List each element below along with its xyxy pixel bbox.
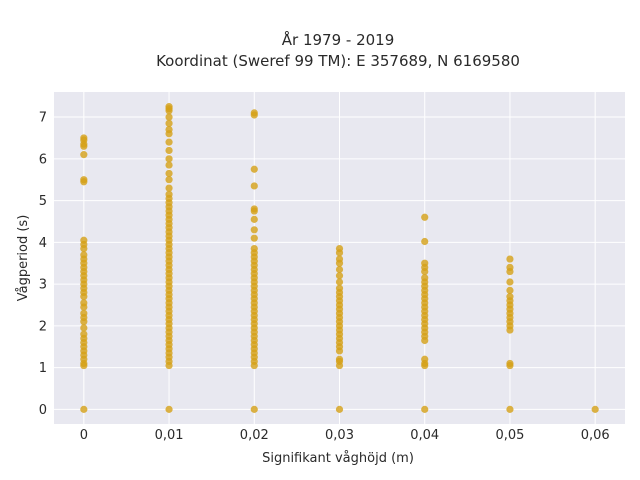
- data-point: [421, 274, 429, 282]
- x-tick-label: 0,01: [155, 428, 184, 443]
- data-point: [80, 309, 88, 317]
- data-point: [250, 405, 258, 413]
- y-tick-label: 4: [39, 236, 47, 251]
- x-tick-label: 0,04: [410, 428, 439, 443]
- data-point: [165, 113, 173, 121]
- data-point: [80, 151, 88, 159]
- data-point: [80, 176, 88, 184]
- data-point: [165, 405, 173, 413]
- data-point: [335, 278, 344, 286]
- data-point: [335, 284, 344, 292]
- x-tick-label: 0,05: [495, 428, 524, 443]
- y-tick-label: 5: [39, 194, 47, 209]
- data-point: [80, 324, 88, 332]
- data-point: [250, 205, 258, 213]
- x-tick-label: 0,06: [581, 428, 610, 443]
- data-point: [250, 234, 258, 242]
- x-tick-label: 0,03: [325, 428, 354, 443]
- data-point: [250, 226, 258, 234]
- y-tick-label: 0: [39, 403, 47, 418]
- data-point: [335, 255, 344, 263]
- y-tick-label: 3: [39, 278, 47, 293]
- data-point: [165, 155, 173, 163]
- data-point: [250, 245, 258, 253]
- x-axis-ticks: 0 0,01 0,02 0,03 0,04 0,05 0,06: [80, 428, 610, 443]
- data-point: [506, 293, 514, 301]
- data-point: [335, 245, 344, 253]
- data-point: [335, 355, 344, 363]
- data-point: [335, 272, 344, 280]
- data-point: [165, 119, 173, 127]
- y-axis-ticks: 0 1 2 3 4 5 6 7: [39, 111, 47, 418]
- chart-title: År 1979 - 2019: [282, 30, 395, 49]
- chart-subtitle: Koordinat (Sweref 99 TM): E 357689, N 61…: [156, 52, 520, 70]
- data-point: [506, 359, 514, 368]
- x-tick-label: 0,02: [240, 428, 269, 443]
- data-point: [165, 146, 173, 155]
- data-point: [421, 355, 429, 363]
- data-point: [80, 299, 88, 307]
- data-point: [250, 109, 258, 117]
- data-point: [80, 330, 88, 338]
- data-point: [165, 176, 173, 184]
- data-point: [80, 251, 88, 259]
- data-point: [165, 125, 173, 134]
- data-point: [335, 265, 344, 274]
- data-point: [421, 405, 429, 413]
- data-point: [506, 286, 514, 294]
- data-point: [506, 255, 514, 263]
- y-tick-label: 1: [39, 361, 47, 376]
- data-point: [506, 405, 514, 413]
- y-tick-label: 7: [39, 111, 47, 126]
- data-point: [80, 236, 88, 244]
- data-points: [80, 103, 599, 413]
- data-point: [250, 215, 258, 223]
- x-axis-title: Signifikant våghöjd (m): [262, 451, 414, 466]
- data-point: [250, 165, 258, 173]
- y-axis-title: Vågperiod (s): [16, 215, 31, 302]
- data-point: [165, 169, 173, 178]
- data-point: [506, 263, 514, 271]
- data-point: [335, 405, 344, 413]
- data-point: [80, 134, 88, 142]
- data-point: [165, 184, 173, 192]
- data-point: [591, 405, 599, 413]
- y-tick-label: 2: [39, 319, 47, 334]
- data-point: [80, 405, 88, 413]
- data-point: [506, 278, 514, 286]
- data-point: [421, 237, 429, 246]
- data-point: [421, 213, 429, 221]
- data-point: [250, 182, 258, 190]
- data-point: [421, 259, 429, 267]
- data-point: [165, 161, 173, 169]
- data-point: [165, 138, 173, 146]
- data-point: [165, 190, 173, 198]
- y-tick-label: 6: [39, 152, 47, 167]
- data-point: [165, 103, 173, 111]
- x-tick-label: 0: [80, 428, 88, 443]
